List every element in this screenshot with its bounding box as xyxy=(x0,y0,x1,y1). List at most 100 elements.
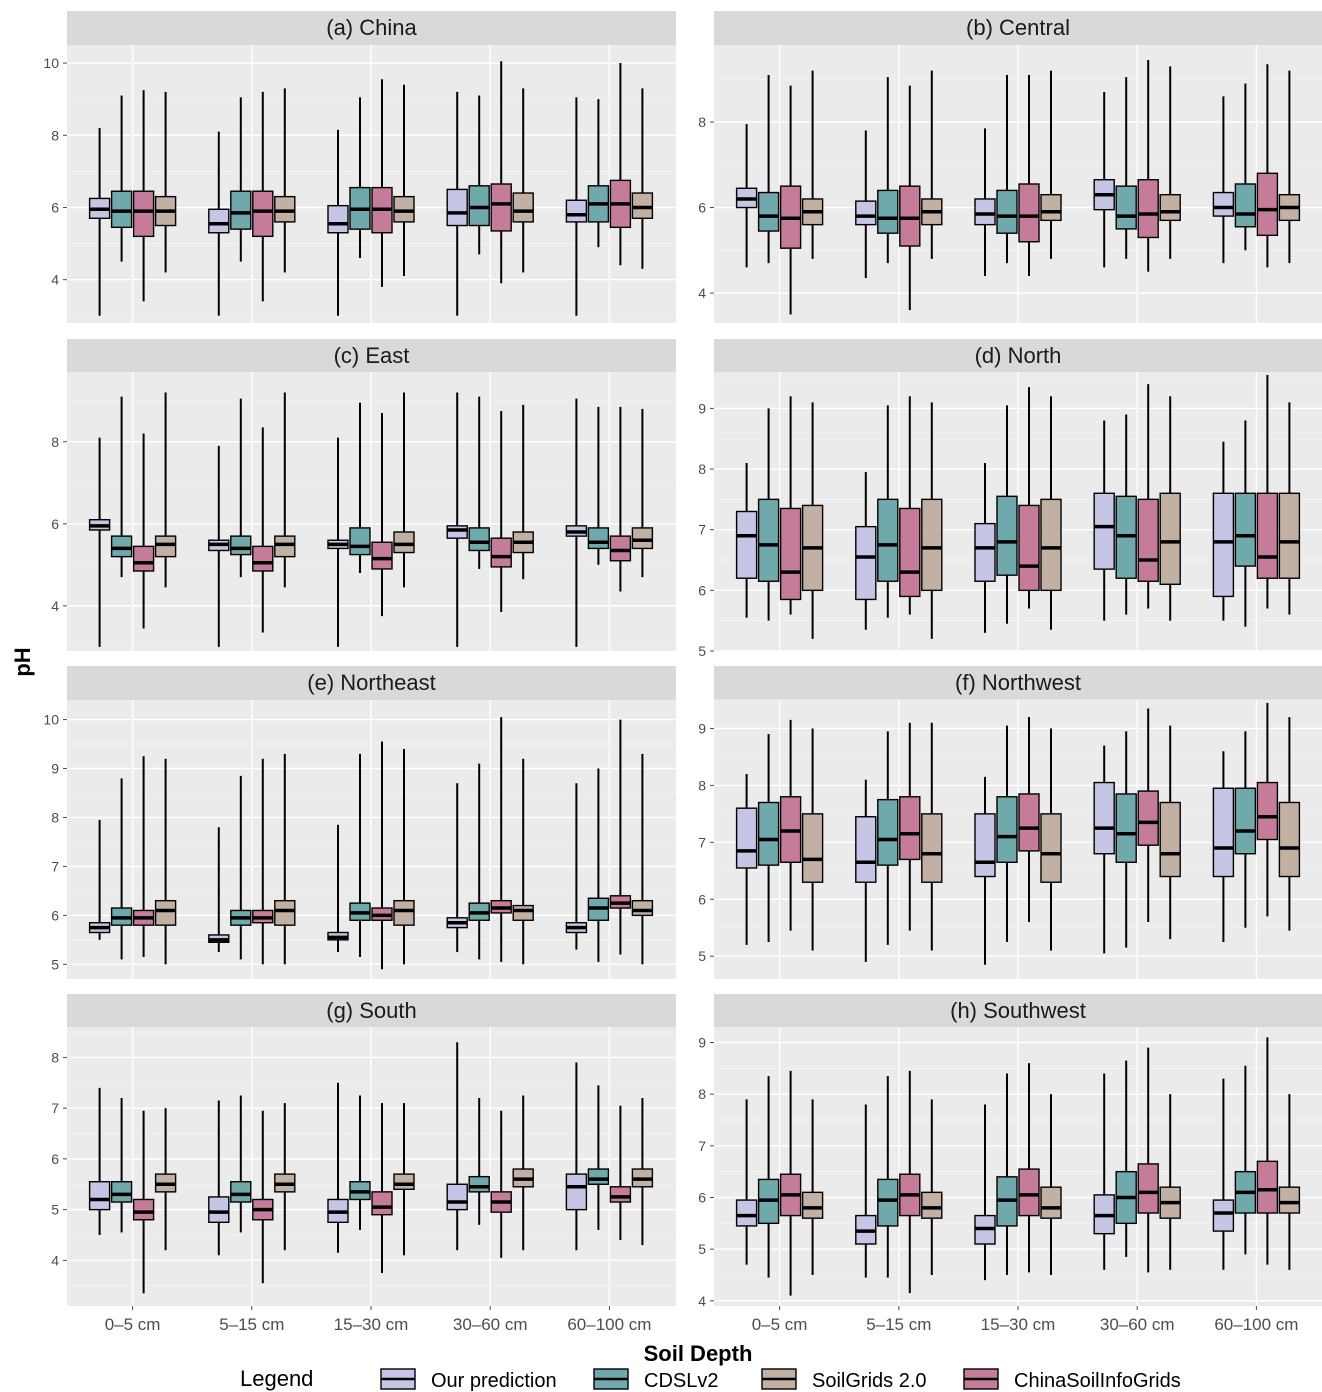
box-body xyxy=(1040,813,1062,883)
box-body xyxy=(1256,492,1279,579)
box-chinasoilinfogrids xyxy=(899,1070,921,1294)
box-chinasoilinfogrids xyxy=(371,741,393,970)
box-soilgrids-2-0 xyxy=(631,408,654,578)
box-body xyxy=(1093,781,1115,855)
box-body xyxy=(631,527,654,550)
y-tick-label: 9 xyxy=(698,720,706,736)
box-cdslv2 xyxy=(996,725,1018,942)
box-chinasoilinfogrids xyxy=(490,717,512,962)
box-body xyxy=(512,192,534,223)
box-body xyxy=(921,813,943,883)
box-soilgrids-2-0 xyxy=(921,1099,943,1275)
box-body xyxy=(735,1199,758,1227)
box-soilgrids-2-0 xyxy=(1159,66,1181,259)
panel-3: (c) East 4 6 8 xyxy=(51,339,676,651)
box-our-prediction xyxy=(1093,420,1115,621)
box-chinasoilinfogrids xyxy=(1256,1037,1279,1265)
box-soilgrids-2-0 xyxy=(274,753,296,965)
box-our-prediction xyxy=(88,437,111,647)
box-chinasoilinfogrids xyxy=(132,756,155,957)
legend-label: Our prediction xyxy=(431,1370,557,1392)
box-cdslv2 xyxy=(757,734,780,942)
box-soilgrids-2-0 xyxy=(512,758,534,965)
box-body xyxy=(855,816,877,883)
box-chinasoilinfogrids xyxy=(252,427,274,633)
box-body xyxy=(132,545,155,572)
box-chinasoilinfogrids xyxy=(899,722,921,931)
box-body xyxy=(110,1181,133,1203)
legend-label: CDSLv2 xyxy=(644,1370,718,1392)
box-our-prediction xyxy=(855,472,877,630)
panel-title: (b) Central xyxy=(966,15,1070,40)
x-tick-label: 30–60 cm xyxy=(1100,1315,1175,1334)
box-our-prediction xyxy=(446,91,468,316)
box-soilgrids-2-0 xyxy=(274,392,296,588)
box-our-prediction xyxy=(855,779,877,962)
box-soilgrids-2-0 xyxy=(274,1103,296,1251)
box-cdslv2 xyxy=(468,763,490,960)
box-our-prediction xyxy=(1212,1078,1235,1270)
box-our-prediction xyxy=(327,1082,349,1253)
y-tick-label: 10 xyxy=(43,55,59,71)
box-body xyxy=(974,198,996,226)
panel-title: (f) Northwest xyxy=(955,670,1081,695)
box-body xyxy=(393,1173,415,1191)
box-chinasoilinfogrids xyxy=(252,91,274,302)
box-chinasoilinfogrids xyxy=(1018,74,1040,276)
box-body xyxy=(1018,793,1040,852)
box-body xyxy=(757,498,780,582)
panel-strip xyxy=(67,339,676,372)
box-body xyxy=(899,507,921,598)
box-body xyxy=(1115,793,1137,863)
box-body xyxy=(154,535,177,558)
box-body xyxy=(1278,1186,1301,1214)
panel-strip xyxy=(67,11,676,45)
y-tick-label: 5 xyxy=(51,956,59,972)
box-body xyxy=(446,525,468,539)
box-our-prediction xyxy=(208,1100,230,1256)
box-chinasoilinfogrids xyxy=(371,1103,393,1274)
box-soilgrids-2-0 xyxy=(154,758,177,965)
box-body xyxy=(996,796,1018,863)
box-our-prediction xyxy=(974,1104,996,1281)
box-chinasoilinfogrids xyxy=(1018,387,1040,609)
box-body xyxy=(974,813,996,878)
box-cdslv2 xyxy=(587,768,610,962)
box-cdslv2 xyxy=(757,408,780,621)
x-tick-label: 30–60 cm xyxy=(453,1315,528,1334)
box-body xyxy=(565,199,588,223)
box-body xyxy=(349,527,371,556)
box-soilgrids-2-0 xyxy=(801,70,824,259)
box-cdslv2 xyxy=(110,1098,133,1233)
box-body xyxy=(230,190,252,230)
box-chinasoilinfogrids xyxy=(132,433,155,629)
box-chinasoilinfogrids xyxy=(779,1070,802,1296)
box-our-prediction xyxy=(446,783,468,953)
box-body xyxy=(1159,193,1181,222)
box-body xyxy=(1093,492,1115,570)
box-body xyxy=(1137,1163,1159,1214)
box-body xyxy=(446,188,468,227)
box-body xyxy=(1234,787,1257,855)
y-tick-label: 8 xyxy=(698,777,706,793)
box-chinasoilinfogrids xyxy=(371,413,393,617)
y-tick-label: 6 xyxy=(698,200,706,216)
y-tick-label: 9 xyxy=(51,761,59,777)
box-soilgrids-2-0 xyxy=(393,748,415,965)
box-body xyxy=(921,1191,943,1219)
y-tick-label: 6 xyxy=(51,516,59,532)
panel-6: (f) Northwest 5 6 7 8 9 xyxy=(698,666,1322,979)
box-body xyxy=(801,813,824,883)
box-cdslv2 xyxy=(877,1076,899,1278)
box-body xyxy=(631,899,654,917)
box-our-prediction xyxy=(565,398,588,647)
box-our-prediction xyxy=(88,1087,111,1235)
box-our-prediction xyxy=(855,1104,877,1278)
box-soilgrids-2-0 xyxy=(1159,1094,1181,1270)
box-body xyxy=(274,195,296,223)
box-cdslv2 xyxy=(110,396,133,578)
box-our-prediction xyxy=(1212,441,1235,621)
box-body xyxy=(1115,185,1137,230)
box-our-prediction xyxy=(1212,96,1235,264)
box-body xyxy=(1256,1160,1279,1214)
